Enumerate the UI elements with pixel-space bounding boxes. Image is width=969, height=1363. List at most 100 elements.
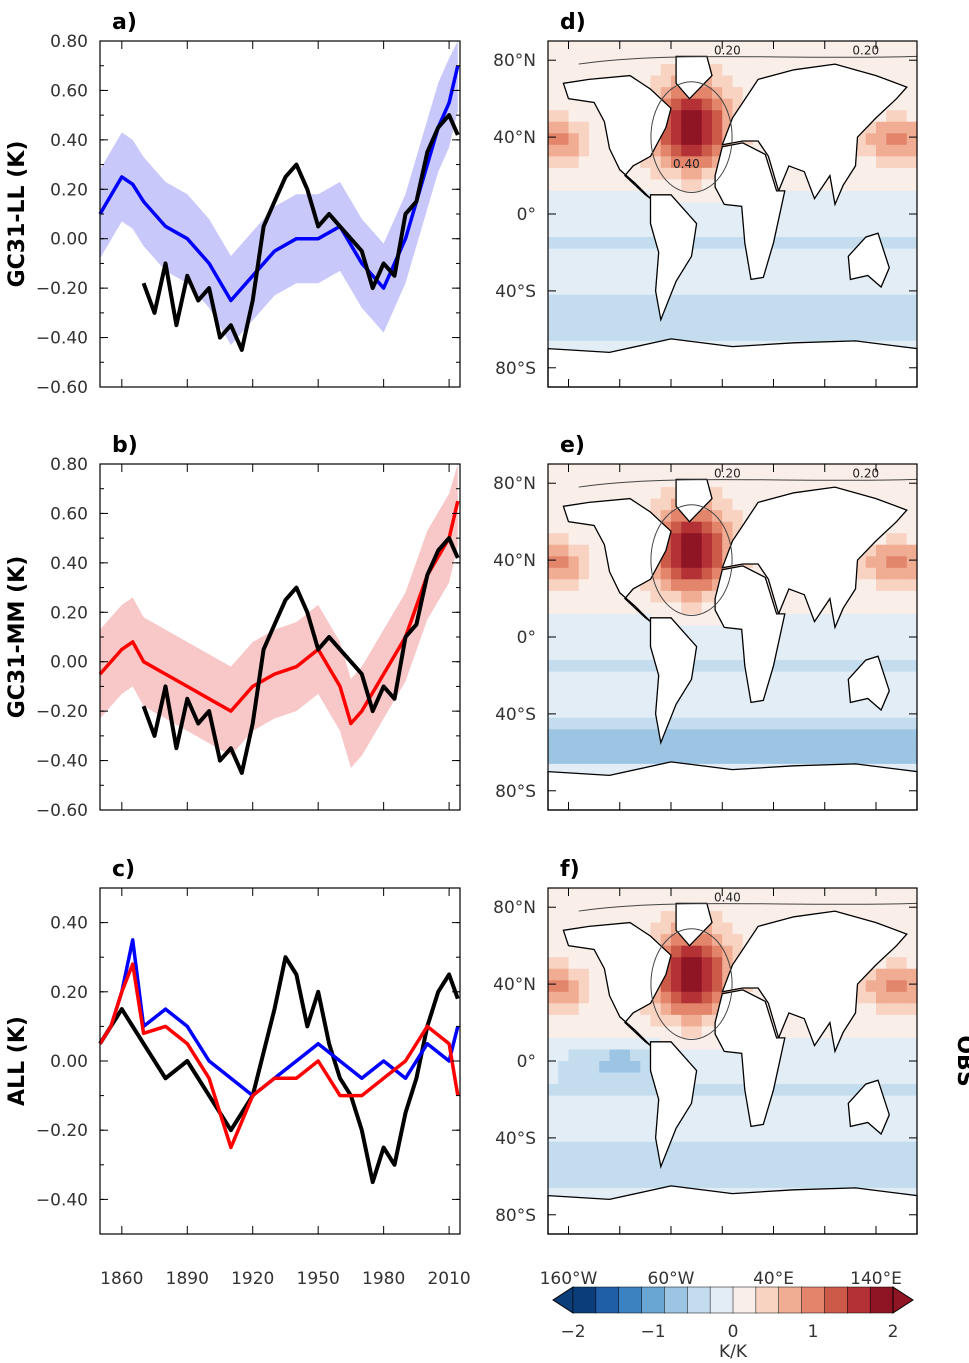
field-cell bbox=[578, 121, 590, 134]
field-cell bbox=[712, 945, 723, 958]
field-cell bbox=[640, 271, 652, 284]
field-cell bbox=[896, 556, 908, 569]
field-cell bbox=[548, 1153, 559, 1166]
field-cell bbox=[589, 1187, 600, 1200]
field-cell bbox=[824, 637, 836, 650]
field-cell bbox=[886, 133, 898, 146]
field-cell bbox=[640, 1130, 652, 1143]
field-cell bbox=[558, 214, 570, 227]
field-cell bbox=[671, 991, 682, 1004]
field-cell bbox=[609, 660, 621, 673]
field-cell bbox=[640, 729, 652, 742]
field-cell bbox=[783, 487, 795, 500]
field-cell bbox=[599, 683, 611, 696]
field-cell bbox=[896, 1026, 908, 1039]
field-cell bbox=[548, 52, 559, 65]
field-cell bbox=[660, 52, 672, 65]
field-cell bbox=[671, 144, 682, 157]
field-cell bbox=[865, 487, 877, 500]
field-cell bbox=[896, 271, 908, 284]
field-cell bbox=[589, 283, 600, 296]
field-cell bbox=[763, 911, 775, 924]
continent bbox=[649, 194, 698, 323]
field-cell bbox=[712, 1176, 723, 1189]
field-cell bbox=[599, 260, 611, 273]
field-cell bbox=[558, 487, 570, 500]
field-cell bbox=[886, 683, 898, 696]
field-cell bbox=[609, 1164, 621, 1177]
field-cell bbox=[814, 752, 826, 765]
field-cell bbox=[681, 121, 693, 134]
field-cell bbox=[876, 144, 887, 157]
field-cell bbox=[548, 87, 559, 100]
field-cell bbox=[599, 1014, 611, 1027]
field-cell bbox=[783, 329, 795, 342]
field-cell bbox=[763, 899, 775, 912]
field-cell bbox=[701, 888, 713, 901]
field-cell bbox=[619, 52, 631, 65]
field-cell bbox=[558, 1095, 570, 1108]
field-cell bbox=[824, 306, 836, 319]
field-cell bbox=[732, 329, 744, 342]
field-cell bbox=[681, 590, 693, 603]
field-cell bbox=[701, 225, 713, 238]
field-cell bbox=[691, 1107, 703, 1120]
field-cell bbox=[660, 590, 672, 603]
field-cell bbox=[906, 498, 918, 511]
field-cell bbox=[578, 521, 590, 534]
field-cell bbox=[599, 64, 611, 77]
field-cell bbox=[568, 98, 580, 111]
field-cell bbox=[568, 625, 580, 638]
field-cell bbox=[804, 1037, 816, 1051]
field-cell bbox=[722, 660, 734, 673]
field-cell bbox=[742, 740, 754, 753]
field-cell bbox=[896, 660, 908, 673]
field-cell bbox=[876, 225, 887, 238]
field-cell bbox=[876, 214, 887, 227]
field-cell bbox=[722, 911, 734, 924]
field-cell bbox=[671, 133, 682, 146]
y-tick-label: −0.40 bbox=[36, 329, 88, 349]
field-cell bbox=[712, 464, 723, 477]
field-cell bbox=[681, 1130, 693, 1143]
field-cell bbox=[630, 1072, 641, 1085]
field-cell bbox=[599, 1187, 611, 1200]
field-cell bbox=[906, 911, 918, 924]
field-cell bbox=[712, 980, 723, 993]
field-cell bbox=[548, 329, 559, 342]
field-cell bbox=[589, 945, 600, 958]
field-cell bbox=[578, 590, 590, 603]
field-cell bbox=[814, 1118, 826, 1131]
field-cell bbox=[701, 968, 713, 981]
field-cell bbox=[876, 1014, 887, 1027]
field-cell bbox=[845, 179, 857, 192]
field-cell bbox=[814, 225, 826, 238]
field-cell bbox=[630, 294, 641, 307]
field-cell bbox=[886, 1164, 898, 1177]
field-cell bbox=[773, 271, 785, 284]
field-cell bbox=[712, 1084, 723, 1097]
field-cell bbox=[906, 533, 918, 546]
field-cell bbox=[599, 740, 611, 753]
field-cell bbox=[599, 763, 611, 776]
field-cell bbox=[845, 52, 857, 65]
field-cell bbox=[650, 752, 662, 765]
field-cell bbox=[876, 329, 887, 342]
field-cell bbox=[896, 487, 908, 500]
field-cell bbox=[701, 144, 713, 157]
field-cell bbox=[886, 294, 898, 307]
field-cell bbox=[589, 248, 600, 261]
y-tick-label: −0.60 bbox=[36, 801, 88, 821]
field-cell bbox=[835, 637, 846, 650]
field-cell bbox=[609, 579, 621, 592]
field-cell bbox=[722, 1164, 734, 1177]
field-cell bbox=[630, 717, 641, 730]
field-cell bbox=[599, 613, 611, 627]
field-cell bbox=[701, 41, 713, 54]
field-cell bbox=[599, 648, 611, 661]
field-cell bbox=[568, 41, 580, 54]
field-cell bbox=[906, 1187, 918, 1200]
colorbar-tick-label: 1 bbox=[808, 1322, 819, 1342]
field-cell bbox=[906, 602, 918, 615]
field-cell bbox=[548, 260, 559, 273]
